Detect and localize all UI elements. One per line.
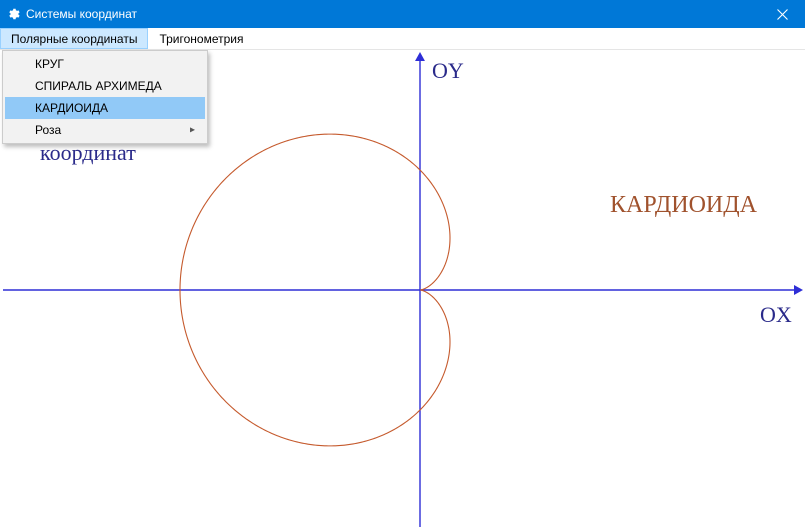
menubar: Полярные координаты Тригонометрия [0,28,805,50]
close-button[interactable] [760,0,805,28]
close-icon [777,9,788,20]
chevron-right-icon: ▸ [190,125,195,136]
menu-polar-coords[interactable]: Полярные координаты [0,28,148,49]
curve-name-label: КАРДИОИДА [610,192,757,219]
menuitem-circle[interactable]: КРУГ [5,53,205,75]
menuitem-archimedes-spiral[interactable]: СПИРАЛЬ АРХИМЕДА [5,75,205,97]
window-titlebar: Системы координат [0,0,805,28]
axis-label-ox: OX [760,302,792,328]
menu-trigonometry[interactable]: Тригонометрия [148,28,254,49]
menuitem-cardioid[interactable]: КАРДИОИДА [5,97,205,119]
menuitem-rose[interactable]: Роза▸ [5,119,205,141]
window-title: Системы координат [26,7,760,21]
axis-label-oy: OY [432,58,464,84]
dropdown-menu: КРУГ СПИРАЛЬ АРХИМЕДА КАРДИОИДА Роза▸ [2,50,208,144]
gear-icon [6,7,20,21]
